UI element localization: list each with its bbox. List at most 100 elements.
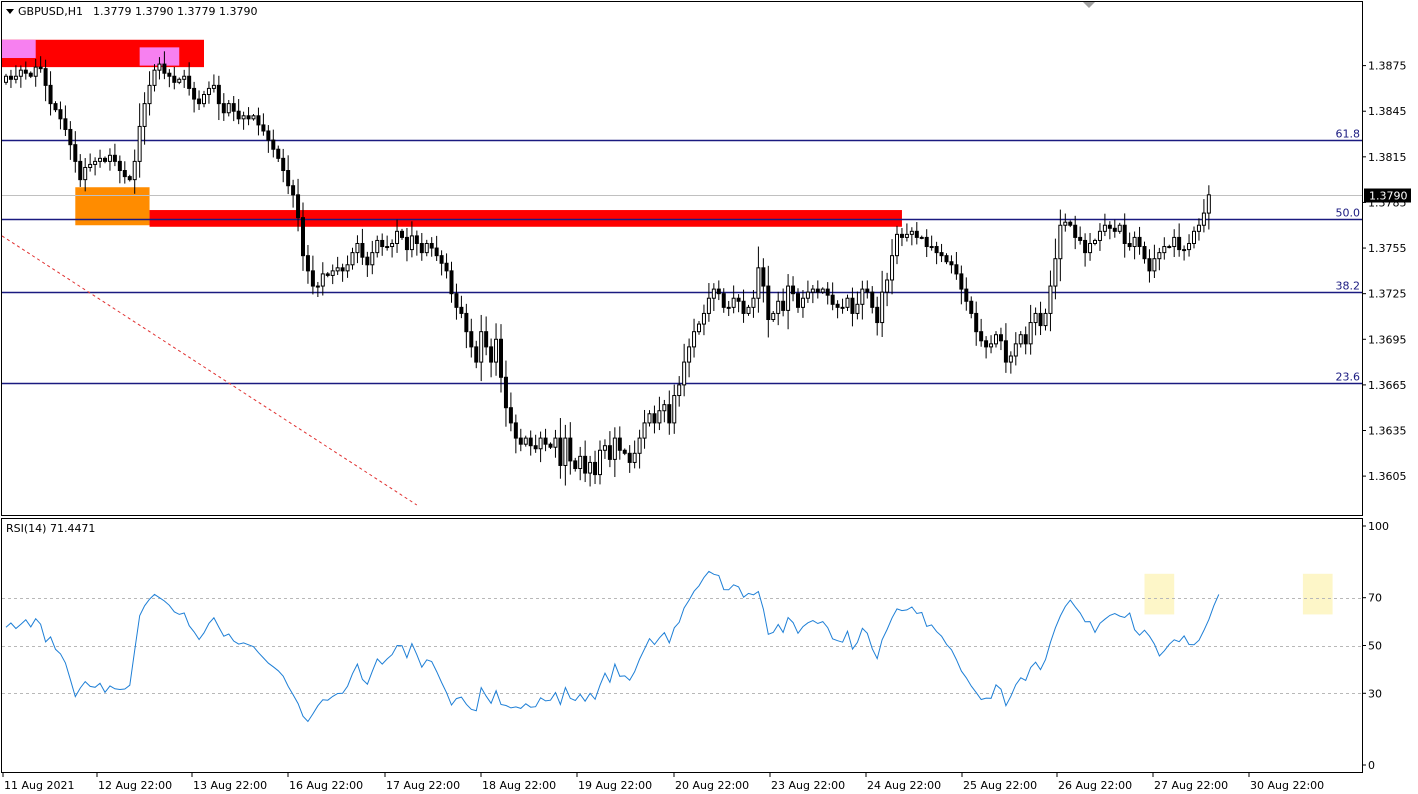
- candle-body: [647, 413, 652, 424]
- candle-body: [786, 285, 791, 311]
- candle-body: [464, 312, 469, 333]
- candle-body: [241, 115, 246, 120]
- candle: [147, 71, 152, 116]
- candle: [845, 294, 850, 311]
- trendline-dashed: [1, 235, 418, 506]
- candle-body: [127, 176, 132, 181]
- candle-body: [979, 331, 984, 342]
- rsi-highlight-1: [1302, 573, 1333, 615]
- candle: [409, 221, 414, 258]
- candle-body: [112, 154, 117, 162]
- candle-body: [805, 291, 810, 299]
- candle: [187, 62, 192, 96]
- candle: [1157, 247, 1162, 271]
- candle-body: [1107, 224, 1112, 229]
- candle: [1097, 223, 1102, 251]
- candle: [1196, 218, 1201, 241]
- candle: [1013, 332, 1018, 366]
- candle-body: [1053, 258, 1058, 287]
- candle: [137, 103, 142, 178]
- candle: [206, 81, 211, 104]
- candle-body: [236, 110, 241, 120]
- candle: [677, 376, 682, 407]
- candle: [385, 235, 390, 251]
- candle: [964, 277, 969, 311]
- candle-body: [211, 84, 216, 89]
- candle: [276, 145, 281, 163]
- candle-body: [281, 157, 286, 172]
- candle: [390, 239, 395, 258]
- candle: [796, 288, 800, 313]
- candle-body: [746, 306, 751, 314]
- fib-label-0: 61.8: [1336, 128, 1361, 141]
- candle: [607, 431, 612, 468]
- candle-body: [944, 255, 949, 263]
- chart-shift-marker-icon[interactable]: [1083, 2, 1095, 8]
- candle: [454, 283, 459, 320]
- candle-body: [508, 407, 513, 424]
- candle: [563, 424, 568, 486]
- candle-body: [137, 125, 142, 162]
- candle: [899, 227, 904, 247]
- candle-body: [637, 437, 642, 454]
- price-tick-label-8: 1.3635: [1368, 425, 1407, 438]
- candle: [909, 227, 914, 246]
- candle-body: [568, 437, 573, 462]
- collapse-triangle-icon[interactable]: [6, 9, 14, 14]
- symbol-timeframe: GBPUSD,H1: [18, 5, 83, 18]
- candle: [974, 301, 979, 346]
- candle-body: [1097, 230, 1102, 241]
- candle-body: [583, 455, 588, 474]
- rsi-tick-label-2: 50: [1368, 640, 1382, 653]
- candle: [593, 450, 598, 485]
- candle-body: [380, 239, 385, 248]
- candle: [548, 442, 553, 450]
- candle-body: [484, 331, 489, 348]
- candle-body: [345, 264, 350, 272]
- candle: [320, 262, 325, 296]
- candle: [969, 296, 974, 319]
- current-price-label: 1.3790: [1369, 190, 1408, 203]
- candle: [281, 148, 286, 183]
- rsi-tick-label-0: 100: [1368, 520, 1389, 533]
- candle-body: [870, 291, 875, 308]
- candle-body: [177, 78, 182, 83]
- ohlc-values: 1.3779 1.3790 1.3779 1.3790: [93, 5, 257, 18]
- candle: [335, 256, 340, 275]
- time-tick-label-13: 30 Aug 22:00: [1250, 779, 1324, 792]
- candle: [622, 448, 627, 456]
- candle: [954, 252, 959, 280]
- candle: [404, 227, 409, 262]
- candle-body: [157, 63, 162, 71]
- candle-body: [103, 157, 107, 162]
- candle-body: [434, 247, 439, 257]
- candle: [132, 149, 137, 194]
- candle-body: [825, 288, 830, 296]
- candle-body: [301, 217, 305, 257]
- candle-body: [48, 84, 53, 105]
- candle-body: [642, 422, 647, 439]
- candle: [172, 66, 177, 90]
- rsi-highlight-0: [1144, 573, 1175, 615]
- candle-body: [365, 256, 370, 266]
- candle: [538, 431, 543, 463]
- candle-body: [1018, 334, 1023, 345]
- candle: [701, 304, 706, 336]
- candle-body: [919, 236, 924, 239]
- candle-body: [593, 461, 598, 476]
- candle-body: [731, 297, 736, 308]
- fib-label-3: 23.6: [1336, 371, 1361, 384]
- candle: [301, 202, 305, 271]
- candle-body: [503, 376, 508, 409]
- candle: [751, 290, 756, 318]
- rsi-panel-frame: [1, 518, 1363, 773]
- candle: [360, 228, 365, 265]
- candle: [499, 324, 503, 393]
- candle: [68, 121, 73, 160]
- candle: [657, 396, 662, 431]
- candle-body: [1043, 312, 1048, 327]
- candle: [513, 414, 518, 454]
- candle: [484, 316, 489, 356]
- candle-body: [246, 115, 251, 120]
